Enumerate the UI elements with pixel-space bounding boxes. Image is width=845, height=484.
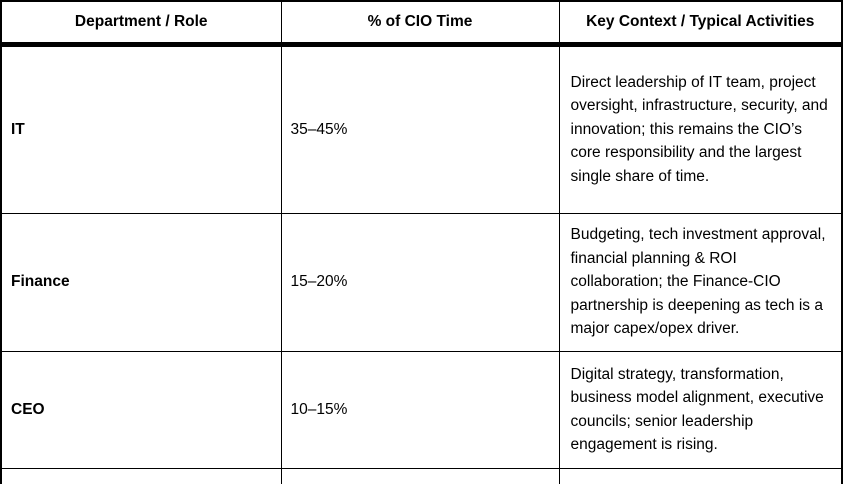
- context-cell: Digital strategy, transformation, busine…: [558, 350, 843, 469]
- table-header: Department / Role % of CIO Time Key Cont…: [0, 0, 843, 47]
- table-row-it: IT 35–45% Direct leadership of IT team, …: [0, 43, 843, 214]
- department-cell-empty: [0, 467, 282, 484]
- table-row-finance: Finance 15–20% Budgeting, tech investmen…: [0, 212, 843, 352]
- department-cell: Finance: [0, 212, 282, 352]
- table-row-partial-clipped: [0, 467, 843, 484]
- cio-time-cell: 10–15%: [280, 350, 560, 469]
- department-cell: CEO: [0, 350, 282, 469]
- cio-time-cell-empty: [280, 467, 560, 484]
- context-cell: Budgeting, tech investment approval, fin…: [558, 212, 843, 352]
- context-cell-empty: [558, 467, 843, 484]
- header-row: Department / Role % of CIO Time Key Cont…: [0, 0, 843, 47]
- table-row-ceo: CEO 10–15% Digital strategy, transformat…: [0, 350, 843, 469]
- department-cell: IT: [0, 43, 282, 214]
- column-header-cio-time: % of CIO Time: [280, 0, 560, 47]
- cio-time-cell: 15–20%: [280, 212, 560, 352]
- table-body: IT 35–45% Direct leadership of IT team, …: [0, 43, 843, 484]
- column-header-key-context: Key Context / Typical Activities: [558, 0, 843, 47]
- column-header-department-role: Department / Role: [0, 0, 282, 47]
- cio-time-cell: 35–45%: [280, 43, 560, 214]
- context-cell: Direct leadership of IT team, project ov…: [558, 43, 843, 214]
